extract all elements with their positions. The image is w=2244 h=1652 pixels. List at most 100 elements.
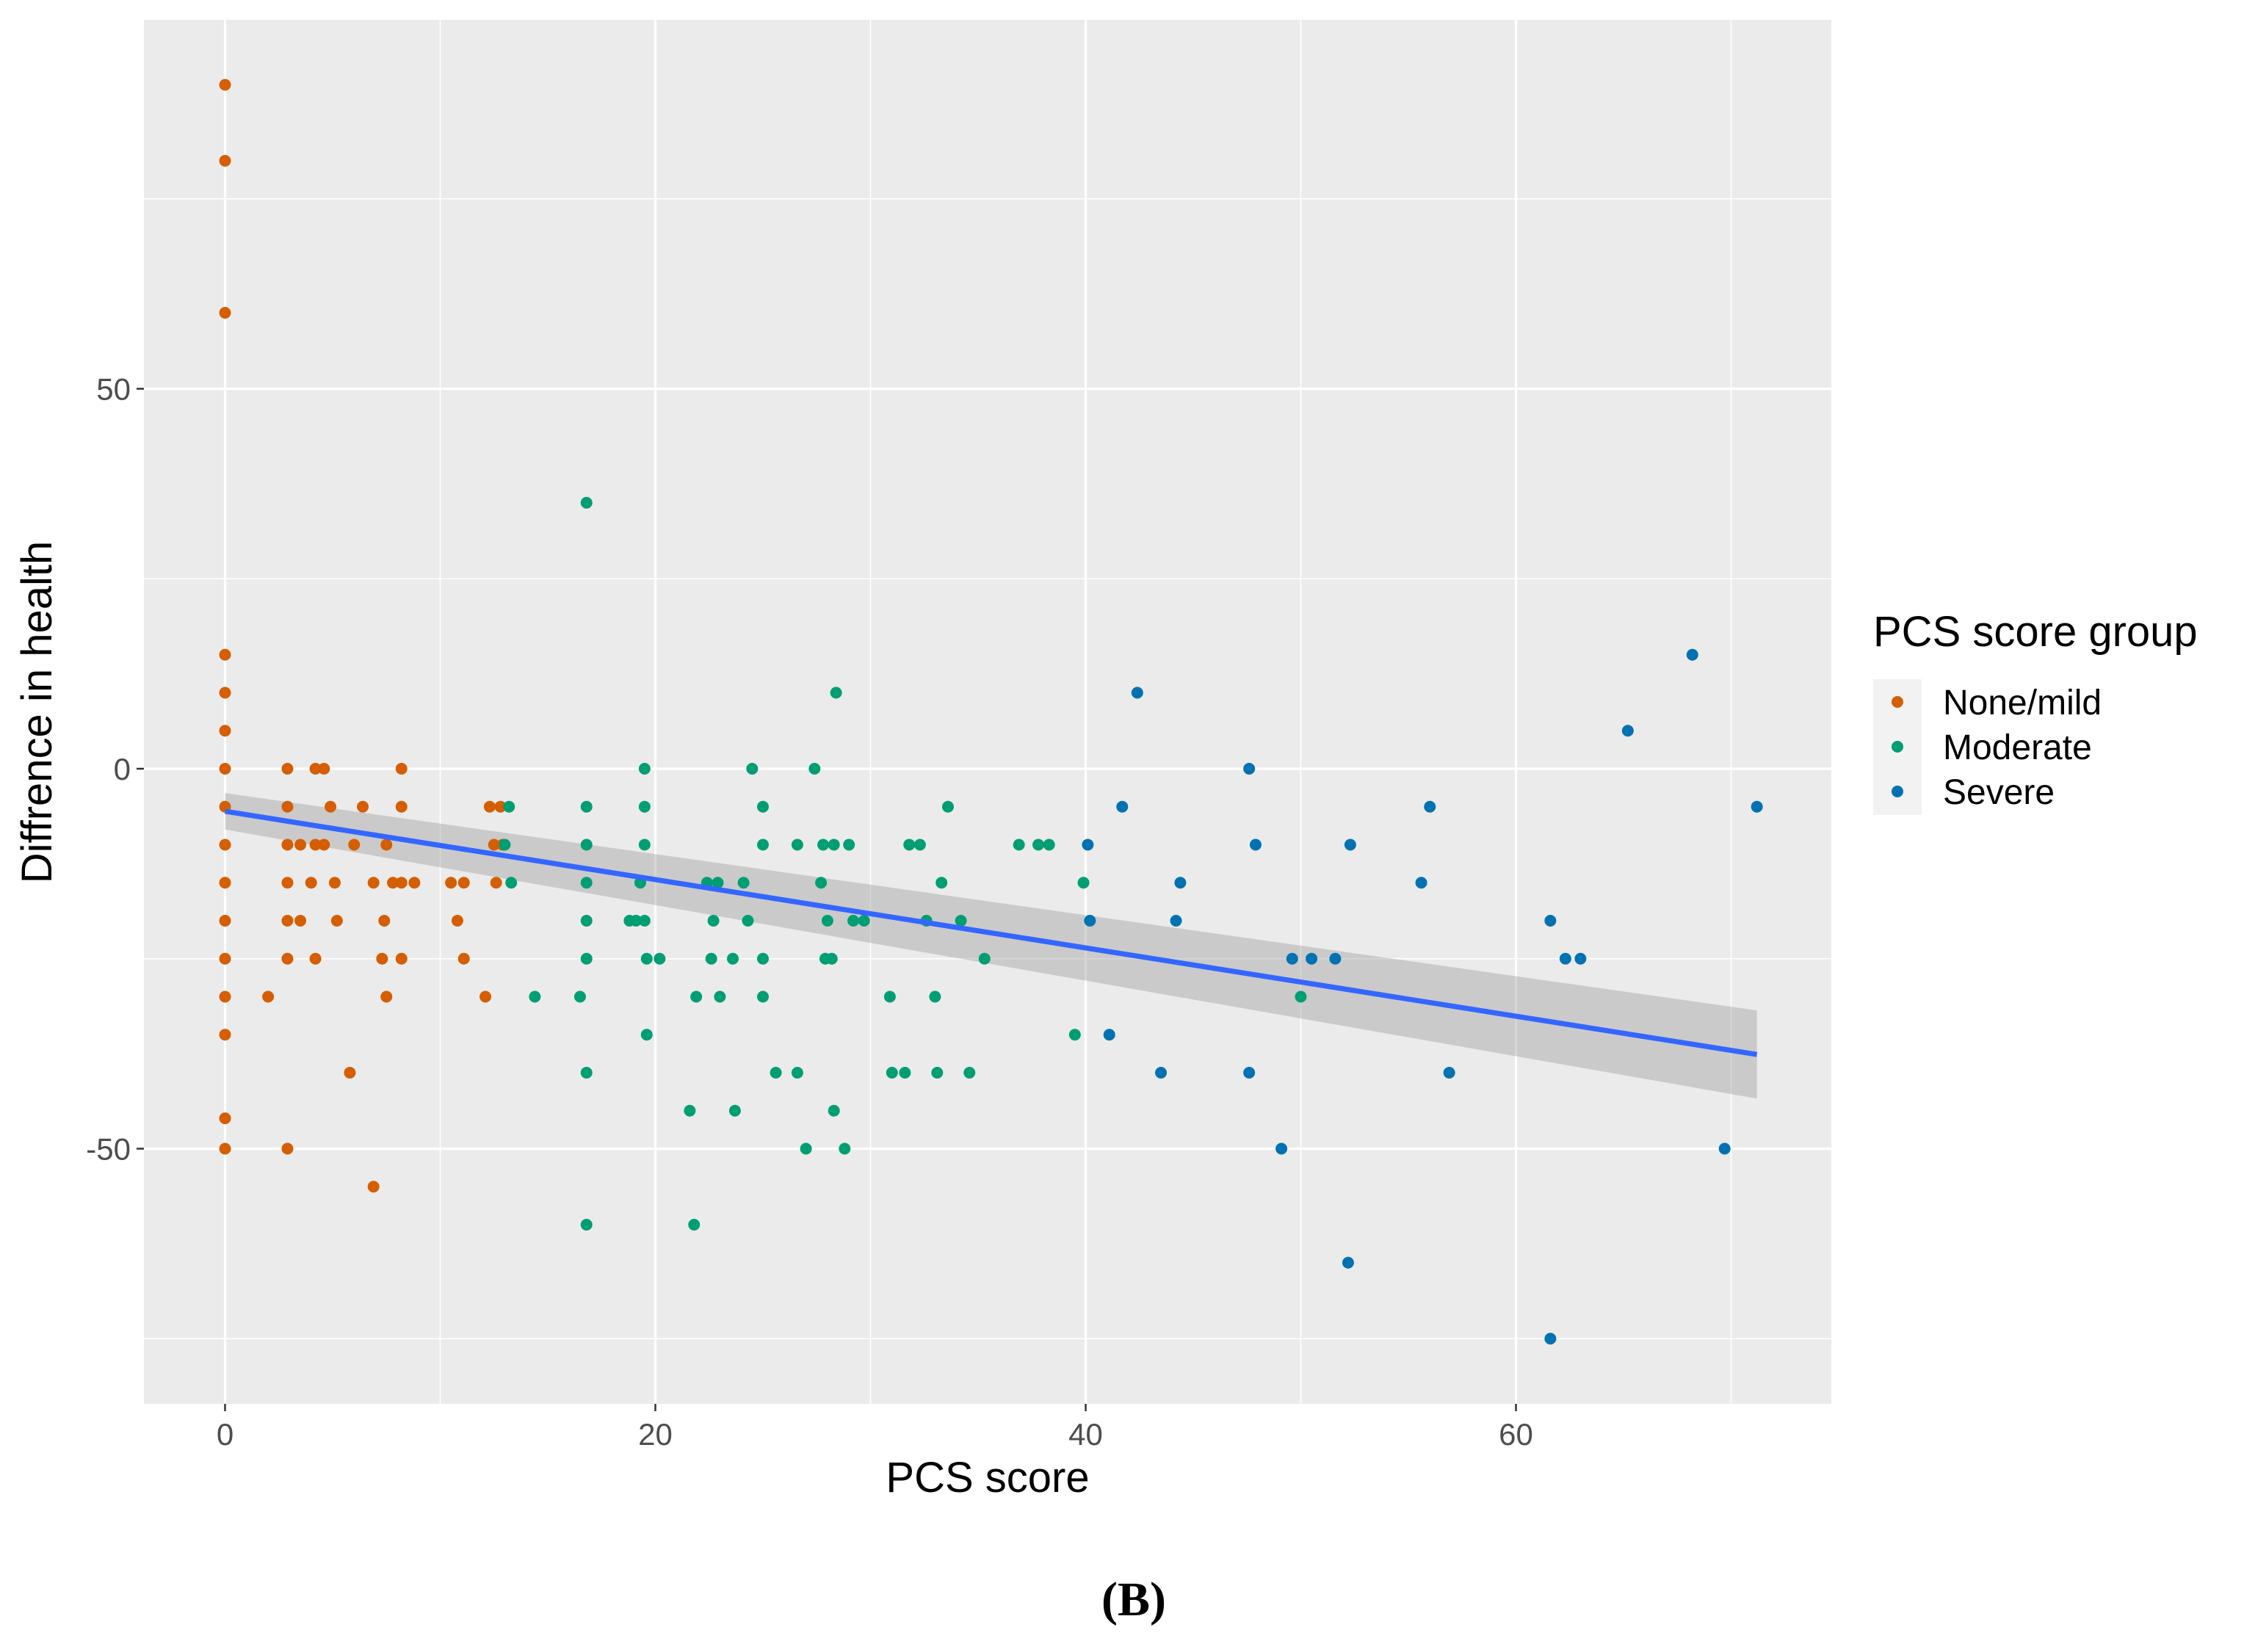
- point-moderate: [1077, 877, 1090, 889]
- point-none-mild: [387, 877, 399, 889]
- legend-key-none-mild: [1892, 696, 1903, 708]
- point-moderate: [931, 1067, 944, 1079]
- point-severe: [1621, 725, 1634, 737]
- legend-key-severe: [1892, 786, 1903, 797]
- point-severe: [1082, 838, 1094, 851]
- x-axis-title: PCS score: [886, 1454, 1089, 1501]
- point-moderate: [808, 763, 821, 775]
- legend-title: PCS score group: [1873, 608, 2198, 656]
- panel-label: (B): [1101, 1573, 1166, 1626]
- point-none-mild: [395, 877, 408, 889]
- point-moderate: [503, 800, 515, 813]
- point-moderate: [899, 1067, 911, 1079]
- point-moderate: [770, 1067, 782, 1079]
- point-moderate: [757, 990, 769, 1003]
- legend-key-moderate: [1892, 741, 1903, 753]
- x-tick-label: 0: [217, 1417, 234, 1452]
- point-moderate: [815, 877, 828, 889]
- point-moderate: [714, 990, 726, 1003]
- point-moderate: [978, 952, 991, 965]
- point-moderate: [638, 763, 651, 775]
- point-moderate: [640, 952, 653, 965]
- major-gridlines: [144, 20, 1831, 1404]
- point-moderate: [728, 1104, 741, 1117]
- point-none-mild: [219, 877, 231, 889]
- point-none-mild: [490, 877, 502, 889]
- point-severe: [1243, 763, 1256, 775]
- point-moderate: [580, 800, 593, 813]
- point-severe: [1155, 1067, 1168, 1079]
- point-moderate: [791, 838, 803, 851]
- point-moderate: [712, 877, 724, 889]
- point-moderate: [847, 915, 860, 927]
- point-moderate: [580, 1219, 593, 1231]
- point-none-mild: [219, 725, 231, 737]
- point-moderate: [1013, 838, 1025, 851]
- point-none-mild: [318, 838, 330, 851]
- point-none-mild: [219, 763, 231, 775]
- legend-label: Severe: [1943, 773, 2055, 812]
- point-severe: [1170, 915, 1182, 927]
- point-none-mild: [348, 838, 361, 851]
- point-moderate: [828, 838, 840, 851]
- point-severe: [1342, 1256, 1354, 1269]
- point-none-mild: [281, 1142, 294, 1155]
- point-moderate: [688, 1219, 701, 1231]
- point-moderate: [800, 1142, 812, 1155]
- point-moderate: [580, 496, 593, 509]
- point-none-mild: [219, 686, 231, 699]
- point-none-mild: [309, 952, 322, 965]
- point-moderate: [690, 990, 703, 1003]
- point-none-mild: [494, 800, 507, 813]
- point-moderate: [828, 1104, 840, 1117]
- point-moderate: [630, 915, 643, 927]
- point-none-mild: [318, 763, 330, 775]
- point-none-mild: [219, 952, 231, 965]
- point-moderate: [830, 686, 842, 699]
- point-severe: [1751, 800, 1763, 813]
- point-none-mild: [262, 990, 275, 1003]
- point-none-mild: [488, 838, 500, 851]
- point-none-mild: [281, 763, 294, 775]
- point-none-mild: [219, 155, 231, 167]
- point-severe: [1116, 800, 1129, 813]
- point-severe: [1103, 1029, 1115, 1041]
- point-none-mild: [457, 952, 470, 965]
- point-severe: [1559, 952, 1571, 965]
- point-severe: [1131, 686, 1143, 699]
- point-moderate: [886, 1067, 898, 1079]
- point-severe: [1424, 800, 1436, 813]
- point-moderate: [929, 990, 941, 1003]
- point-moderate: [684, 1104, 696, 1117]
- point-none-mild: [325, 800, 337, 813]
- point-moderate: [757, 800, 769, 813]
- point-moderate: [935, 877, 948, 889]
- axes-layer: 0 20 40 60 -50 0 50: [86, 372, 1533, 1452]
- point-moderate: [499, 838, 511, 851]
- point-none-mild: [219, 307, 231, 319]
- point-none-mild: [281, 952, 294, 965]
- legend-label: Moderate: [1943, 728, 2092, 767]
- point-none-mild: [281, 800, 294, 813]
- point-none-mild: [219, 79, 231, 91]
- point-moderate: [941, 800, 954, 813]
- point-moderate: [757, 838, 769, 851]
- point-severe: [1243, 1067, 1256, 1079]
- point-none-mild: [395, 952, 408, 965]
- point-severe: [1443, 1067, 1455, 1079]
- point-moderate: [640, 1029, 653, 1041]
- point-none-mild: [367, 877, 380, 889]
- legend: PCS score group None/mild Moderate Severe: [1873, 608, 2198, 815]
- point-none-mild: [479, 990, 492, 1003]
- minor-gridlines: [9, 20, 1831, 1404]
- point-severe: [1174, 877, 1187, 889]
- point-moderate: [791, 1067, 803, 1079]
- point-severe: [1544, 1333, 1557, 1345]
- point-severe: [1718, 1142, 1731, 1155]
- point-moderate: [580, 877, 593, 889]
- point-none-mild: [395, 800, 408, 813]
- point-none-mild: [219, 648, 231, 661]
- y-tick-label: 0: [114, 752, 131, 786]
- point-none-mild: [380, 990, 393, 1003]
- point-none-mild: [378, 915, 391, 927]
